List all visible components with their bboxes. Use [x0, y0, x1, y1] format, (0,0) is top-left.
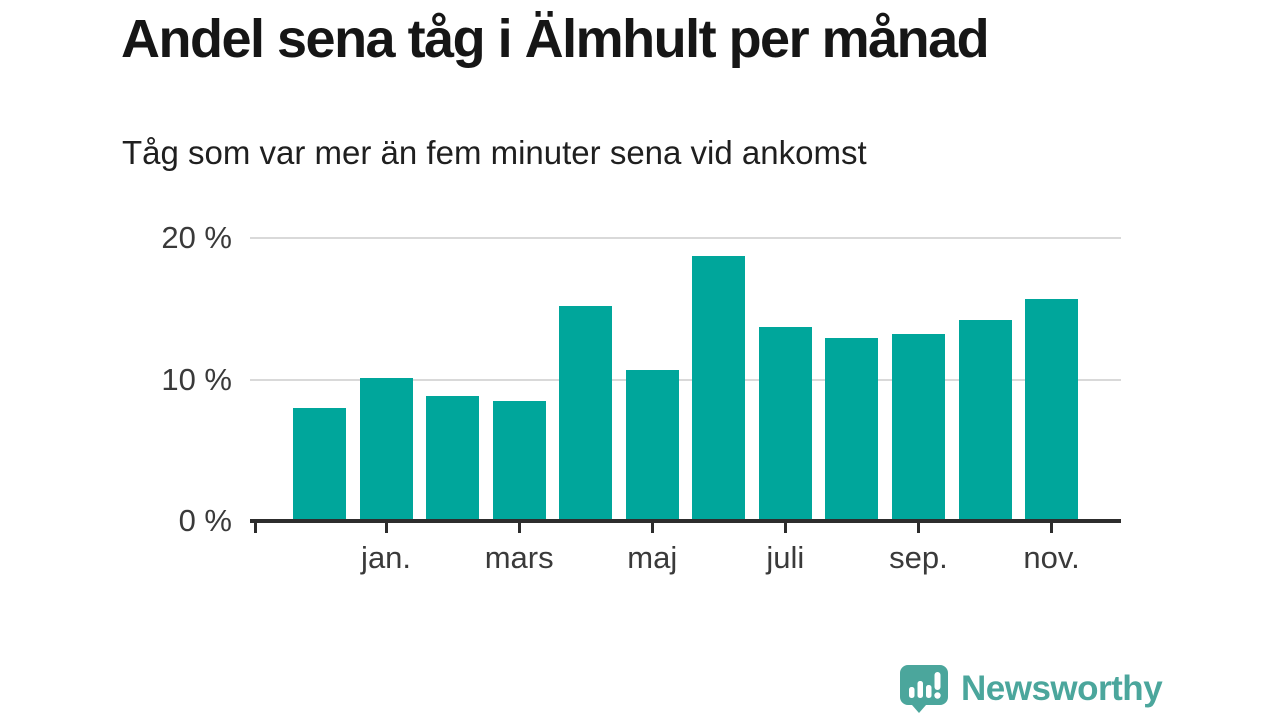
gridline-10 [250, 378, 1121, 381]
bar-okt. [958, 320, 1012, 521]
x-axis-label-jan: jan. [361, 540, 412, 575]
x-axis-line [250, 519, 1121, 523]
x-axis-tick-juli [783, 521, 787, 533]
x-axis-tick-mars [517, 521, 521, 533]
x-axis-tick-origin [254, 521, 257, 533]
x-axis-tick-nov [1050, 521, 1054, 533]
x-axis-label-juli: juli [766, 540, 805, 575]
x-axis-tick-sep [916, 521, 920, 533]
chart-subtitle: Tåg som var mer än fem minuter sena vid … [122, 134, 867, 171]
y-axis-label: 20 % [161, 220, 232, 255]
bar-mars [492, 400, 546, 521]
bar-dec. [293, 407, 346, 521]
bar-sep. [891, 334, 945, 521]
x-axis-tick-jan [384, 521, 388, 533]
x-axis-tick-maj [650, 521, 654, 533]
bar-feb. [426, 396, 480, 521]
newsworthy-logo[interactable]: Newsworthy [897, 663, 1163, 715]
x-axis-label-sep: sep. [889, 540, 948, 575]
bar-juni [692, 256, 746, 521]
brand-name: Newsworthy [961, 669, 1163, 708]
bar-apr. [559, 305, 613, 521]
bar-jan. [359, 378, 413, 521]
bar-nov. [1025, 298, 1079, 521]
bar-juli [758, 327, 812, 521]
bar-aug. [825, 338, 879, 521]
x-axis-label-mars: mars [484, 540, 554, 575]
plot-area [250, 237, 1121, 533]
y-axis-label: 10 % [161, 361, 232, 397]
gridline-20 [250, 237, 1121, 239]
bar-maj [625, 369, 679, 521]
newsworthy-bubble-chart-icon [900, 665, 948, 713]
x-axis-label-maj: maj [627, 540, 678, 575]
y-axis-label: 0 % [178, 503, 232, 538]
chart-title: Andel sena tåg i Älmhult per månad [121, 9, 990, 69]
x-axis-label-nov: nov. [1023, 540, 1080, 575]
